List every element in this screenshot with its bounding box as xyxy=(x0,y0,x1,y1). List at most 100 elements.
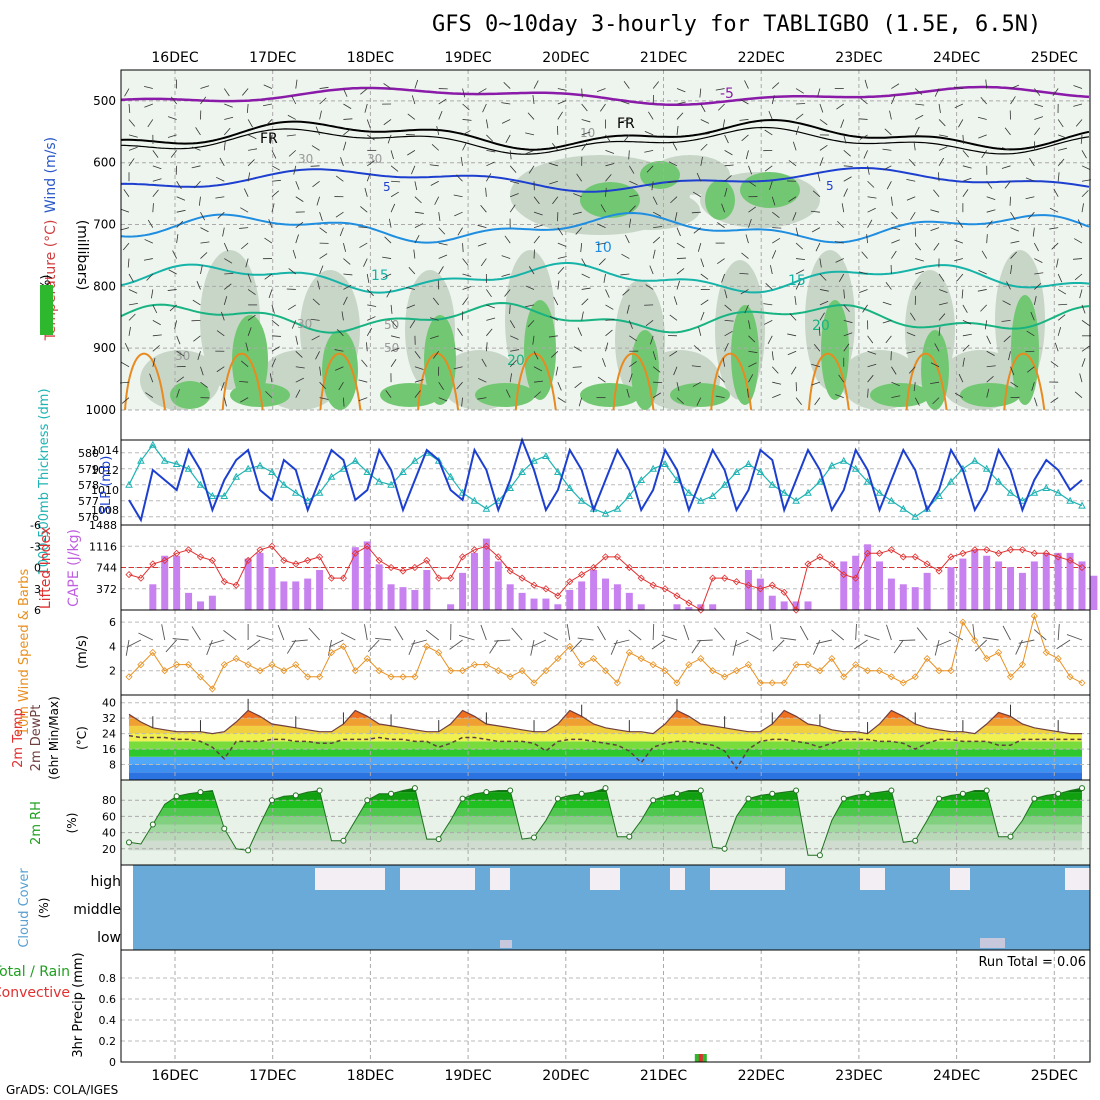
contour-label: 10 xyxy=(594,240,612,256)
wind-barb xyxy=(533,80,539,89)
isotherm-25-loop xyxy=(710,352,753,411)
wind-barb xyxy=(319,366,322,376)
wind-barb xyxy=(748,180,757,187)
pressure-tick-label: 900 xyxy=(93,341,116,355)
wind10-point xyxy=(316,673,324,681)
wind-barb xyxy=(486,317,496,321)
wind-barb xyxy=(913,141,916,151)
wind-barb xyxy=(621,253,630,259)
wind-barb xyxy=(144,103,153,108)
wind-barb xyxy=(385,390,392,398)
cape-bar xyxy=(387,584,395,610)
rh-point xyxy=(531,834,538,841)
wind-barb xyxy=(843,188,848,197)
wind-barb xyxy=(454,347,463,352)
thickness-point xyxy=(935,491,943,499)
thickness-point xyxy=(220,491,229,499)
thickness-point xyxy=(315,488,324,496)
isotherm-25-loop xyxy=(905,352,948,411)
wind-barb xyxy=(717,258,725,265)
wind10-barb xyxy=(577,637,594,641)
wind-barb xyxy=(1003,335,1011,343)
li-point xyxy=(244,556,252,564)
wind-barb xyxy=(700,133,710,136)
thickness-point xyxy=(637,475,646,483)
wind-barb xyxy=(938,134,948,138)
thickness-point xyxy=(327,472,336,480)
wind-barb xyxy=(335,175,344,182)
thickness-point xyxy=(970,456,979,464)
wind-barb xyxy=(1057,314,1066,321)
cloud-label: Cloud Cover xyxy=(17,868,32,948)
wind10-barb xyxy=(459,634,475,641)
wind10-barb xyxy=(489,639,499,654)
wind10-point xyxy=(1030,612,1038,620)
wind10-barb xyxy=(613,639,630,645)
wind-barb xyxy=(915,258,924,262)
wind-barb xyxy=(359,242,368,248)
wind10-point xyxy=(399,673,407,681)
rh-point xyxy=(602,785,609,792)
wind-barb xyxy=(414,351,421,359)
wind-barb xyxy=(581,298,589,306)
wind-barb xyxy=(930,381,940,384)
contour-label: 20 xyxy=(812,318,830,334)
wind-barb xyxy=(557,382,562,391)
precip-panel: 0.8 0.6 0.4 0.2 0 Run Total = 0.06 3hr Precip … xyxy=(0,949,1091,1069)
wind10-point xyxy=(875,667,884,675)
cape-bar xyxy=(280,581,288,610)
wind-barb xyxy=(748,350,758,354)
wind-barb xyxy=(549,315,559,321)
wind-barb xyxy=(930,362,940,368)
wind-barb xyxy=(223,242,229,252)
cape-bar xyxy=(506,584,514,610)
wind-barb xyxy=(319,86,329,89)
cape-bar xyxy=(625,592,633,610)
wind10-point xyxy=(423,642,431,650)
wind-barb xyxy=(764,165,773,172)
wind-barb xyxy=(771,351,774,361)
cape-bar xyxy=(399,587,407,610)
wind-barb xyxy=(1034,88,1041,96)
wind-barb xyxy=(438,397,448,402)
wind10-barb xyxy=(974,639,988,652)
wind-barb xyxy=(1008,351,1011,361)
wind-barb xyxy=(176,234,179,244)
wind10-point xyxy=(280,667,288,675)
wind-barb xyxy=(668,161,678,167)
isotherm-25-loop xyxy=(1003,352,1046,411)
wind-barb xyxy=(692,381,701,387)
wind-barb xyxy=(453,366,463,370)
thickness-point xyxy=(851,464,860,472)
wind-barb xyxy=(676,242,685,249)
wind10-point xyxy=(578,661,586,669)
wind-barb xyxy=(240,207,249,213)
wind-barb xyxy=(219,157,225,167)
wind-barb xyxy=(1081,179,1091,182)
date-label-top: 22DEC xyxy=(738,50,785,66)
wind-barb xyxy=(978,269,987,275)
wind-barb xyxy=(629,194,639,198)
wind-barb xyxy=(676,382,680,392)
li-point xyxy=(458,553,467,561)
wind-barb xyxy=(676,397,684,404)
thickness-point xyxy=(661,459,669,467)
li-point xyxy=(435,574,443,582)
wind-barb xyxy=(913,382,916,392)
wind-barb xyxy=(438,98,447,105)
cape-bar xyxy=(244,558,252,610)
cape-bar xyxy=(185,592,193,610)
rh-point xyxy=(673,790,680,797)
wind-barb xyxy=(152,334,162,337)
wind-barb xyxy=(986,209,996,213)
minmax-label: (6hr Min/Max) xyxy=(47,696,61,780)
wind10-point xyxy=(351,667,359,675)
wind-barb xyxy=(933,189,940,197)
rh-point xyxy=(1007,833,1014,840)
li-point xyxy=(625,563,633,572)
temp-band xyxy=(129,718,1082,726)
wind-barb xyxy=(224,258,233,264)
wind10-point xyxy=(506,673,514,681)
wind-barb xyxy=(247,327,252,336)
cape-bar xyxy=(899,584,907,610)
